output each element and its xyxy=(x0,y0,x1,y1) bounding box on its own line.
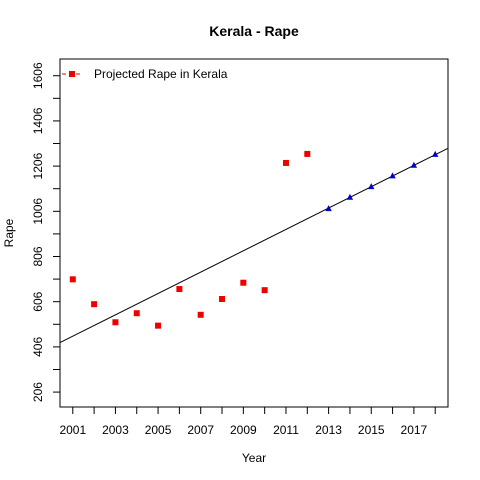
legend-label: Projected Rape in Kerala xyxy=(94,67,228,81)
data-point-triangle xyxy=(410,161,418,168)
x-tick-label: 2001 xyxy=(59,423,86,437)
y-axis: 206 406 606 806 1006 1206 1406 1606 xyxy=(31,62,61,402)
chart-title: Kerala - Rape xyxy=(209,23,299,39)
x-axis: 2001 2003 2005 2007 2009 2011 2013 2015 2017 xyxy=(59,406,436,437)
data-point-triangle xyxy=(389,172,396,179)
y-tick-label: 1406 xyxy=(31,107,45,134)
x-axis-label: Year xyxy=(242,451,266,465)
trend-line xyxy=(59,147,449,344)
data-point-square xyxy=(69,276,76,283)
x-tick-label: 2017 xyxy=(401,423,428,437)
data-point-square xyxy=(155,322,162,329)
data-point-square xyxy=(240,279,247,286)
data-point-triangle xyxy=(346,193,354,200)
data-point-square xyxy=(304,150,311,157)
data-point-triangle xyxy=(368,183,375,190)
x-tick-label: 2003 xyxy=(102,423,129,437)
y-tick-label: 1006 xyxy=(31,198,45,225)
y-axis-label: Rape xyxy=(2,218,16,247)
y-tick-label: 406 xyxy=(31,337,45,357)
data-point-square xyxy=(197,311,204,318)
data-point-triangle xyxy=(432,150,439,157)
legend-marker xyxy=(69,71,75,77)
data-point-square xyxy=(176,286,183,293)
y-tick-label: 606 xyxy=(31,291,45,311)
data-point-square xyxy=(133,310,140,317)
y-tick-label: 1206 xyxy=(31,152,45,179)
x-tick-label: 2015 xyxy=(358,423,385,437)
x-tick-label: 2005 xyxy=(145,423,172,437)
data-point-square xyxy=(112,319,119,326)
x-tick-label: 2011 xyxy=(273,423,299,437)
data-point-square xyxy=(261,287,268,294)
y-tick-label: 1606 xyxy=(31,62,45,89)
data-point-square xyxy=(282,159,289,166)
data-point-square xyxy=(219,295,226,302)
trend-layer xyxy=(59,147,449,344)
data-point-square xyxy=(91,301,98,308)
plot-frame xyxy=(59,58,449,408)
legend: Projected Rape in Kerala xyxy=(62,67,228,81)
y-tick-label: 806 xyxy=(31,246,45,266)
x-tick-label: 2009 xyxy=(230,423,257,437)
x-tick-label: 2013 xyxy=(315,423,342,437)
y-tick-label: 206 xyxy=(31,382,45,402)
points-layer xyxy=(69,150,439,329)
x-tick-label: 2007 xyxy=(187,423,214,437)
data-point-triangle xyxy=(325,205,332,212)
